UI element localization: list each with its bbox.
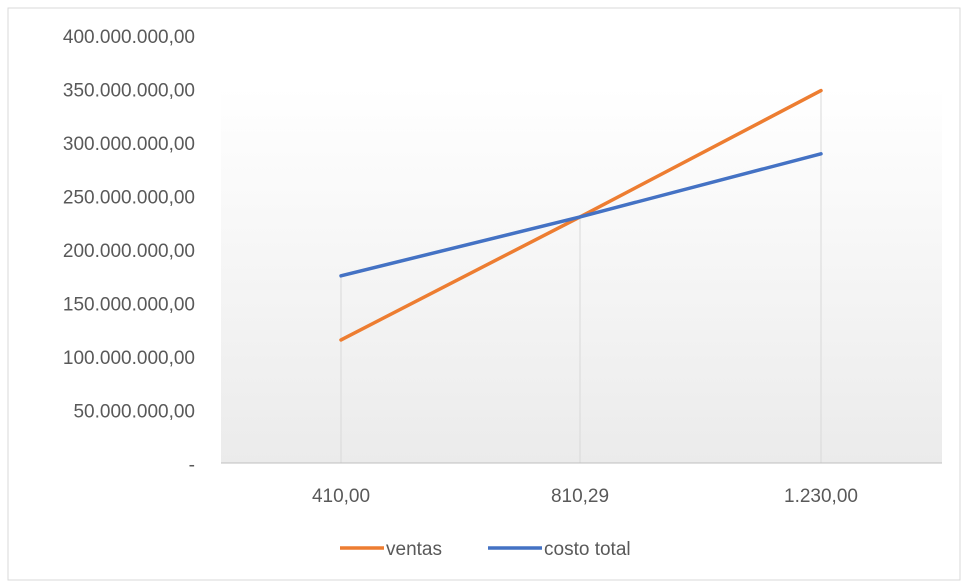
- y-tick-label: 50.000.000,00: [73, 402, 195, 423]
- series-lines: [339, 88, 823, 342]
- x-tick-label: 810,29: [551, 486, 609, 507]
- y-tick-label: 400.000.000,00: [63, 27, 195, 48]
- x-tick-label: 1.230,00: [784, 486, 858, 507]
- y-axis-tick-labels: - 50.000.000,00 100.000.000,00 150.000.000,…: [63, 27, 195, 476]
- legend: ventas costo total: [340, 539, 631, 560]
- y-tick-label: 200.000.000,00: [63, 241, 195, 262]
- x-tick-label: 410,00: [312, 486, 370, 507]
- series-line-costo-total: [339, 152, 823, 278]
- legend-label: ventas: [386, 539, 442, 560]
- y-tick-label: -: [189, 455, 195, 476]
- x-axis-tick-labels: 410,00 810,29 1.230,00: [312, 486, 858, 507]
- y-tick-label: 250.000.000,00: [63, 188, 195, 209]
- y-tick-label: 150.000.000,00: [63, 295, 195, 316]
- y-tick-label: 100.000.000,00: [63, 348, 195, 369]
- legend-label: costo total: [544, 539, 631, 560]
- y-tick-label: 350.000.000,00: [63, 81, 195, 102]
- plot-area: [221, 87, 942, 463]
- y-tick-label: 300.000.000,00: [63, 134, 195, 155]
